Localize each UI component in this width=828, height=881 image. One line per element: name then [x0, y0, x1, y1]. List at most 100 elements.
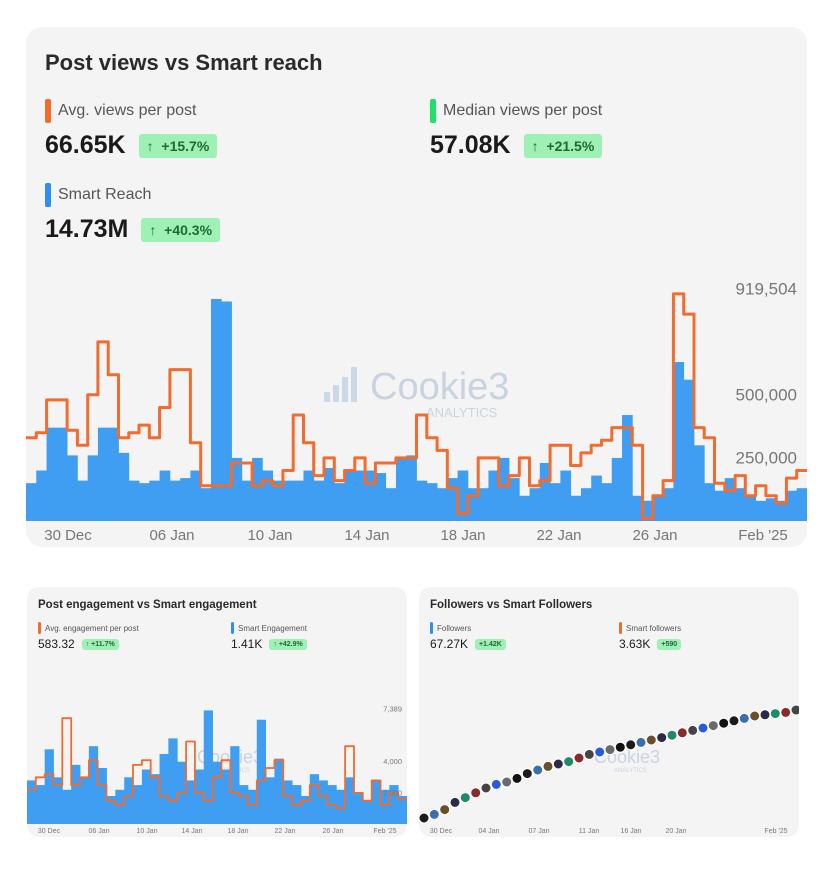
- smart-bar: [345, 777, 355, 824]
- smart-bar: [560, 470, 572, 521]
- x-tick-label: 11 Jan: [579, 828, 600, 835]
- follower-avatar-point: [645, 734, 657, 746]
- smart-bar: [106, 795, 116, 824]
- metric-label: Avg. views per post: [58, 102, 197, 119]
- smart-bar: [303, 470, 315, 521]
- metric-value: 66.65K: [45, 131, 126, 159]
- smart-bar: [673, 362, 685, 521]
- metric-label: Smart Engagement: [238, 623, 307, 633]
- x-tick-label: Feb '25: [373, 828, 396, 835]
- smart-bar: [169, 480, 181, 521]
- x-tick-label: 18 Jan: [440, 527, 485, 544]
- follower-avatar-point: [521, 768, 533, 780]
- follower-avatar-point: [594, 746, 606, 758]
- x-tick-label: 22 Jan: [274, 828, 295, 835]
- smart-bar: [362, 800, 373, 824]
- follower-avatar-point: [470, 787, 482, 799]
- legend-swatch-avg-views: [45, 99, 51, 123]
- x-tick-label: 30 Dec: [38, 828, 61, 835]
- smart-bar: [210, 298, 222, 521]
- follower-avatar-point: [666, 729, 678, 741]
- x-tick-label: Feb '25: [738, 527, 788, 544]
- smart-bar: [457, 470, 469, 521]
- x-tick-label: 06 Jan: [149, 527, 194, 544]
- smart-bar: [124, 777, 134, 824]
- smart-bar: [256, 719, 267, 824]
- engagement-card: Post engagement vs Smart engagement Avg.…: [27, 587, 407, 837]
- smart-bar: [580, 488, 592, 521]
- follower-avatar-point: [449, 796, 461, 808]
- smart-bar: [724, 478, 736, 521]
- y-tick-label: 500,000: [736, 386, 797, 405]
- smart-bar: [35, 785, 46, 824]
- smart-bar: [26, 483, 37, 521]
- smart-bar: [88, 746, 99, 824]
- metric-value: 67.27K: [430, 637, 469, 651]
- metric-avg-engagement: Avg. engagement per post 583.32 ↑ +11.7%: [38, 622, 139, 651]
- follower-avatar-point: [573, 752, 585, 764]
- smart-bar: [62, 789, 72, 824]
- y-tick-label: 250,000: [736, 449, 797, 468]
- metric-value: 1.41K: [231, 637, 263, 651]
- avg-line: [27, 717, 407, 810]
- smart-bar: [336, 789, 346, 824]
- y-tick-label: 4,000: [383, 757, 402, 766]
- smart-bar: [318, 780, 328, 824]
- follower-avatar-point: [563, 756, 575, 768]
- watermark-name: Cookie3: [370, 366, 509, 408]
- smart-bar: [212, 761, 222, 824]
- change-badge: ↑ +11.7%: [81, 638, 119, 650]
- smart-bar: [71, 764, 81, 824]
- smart-bar: [498, 457, 510, 521]
- smart-bar: [272, 480, 284, 521]
- smart-bar: [44, 749, 54, 824]
- smart-bar: [406, 455, 417, 521]
- metric-avg-views: Avg. views per post 66.65K ↑ +15.7%: [45, 99, 218, 160]
- smart-bar: [365, 470, 376, 521]
- smart-bar: [313, 480, 325, 521]
- follower-avatar-point: [749, 710, 761, 722]
- follower-avatar-point: [604, 744, 616, 756]
- followers-card: Followers vs Smart Followers Followers 6…: [419, 587, 799, 837]
- smart-bar: [714, 490, 726, 521]
- arrow-up-icon: ↑: [273, 640, 279, 648]
- follower-avatar-point: [769, 708, 781, 720]
- smart-bar: [293, 480, 304, 521]
- arrow-up-icon: ↑: [85, 640, 92, 648]
- metric-median-views: Median views per post 57.08K ↑ +21.5%: [430, 99, 603, 160]
- smart-bar: [283, 780, 293, 824]
- arrow-up-icon: ↑: [531, 137, 547, 154]
- post-views-card: Post views vs Smart reach Avg. views per…: [26, 27, 807, 547]
- smart-bar: [611, 457, 623, 521]
- follower-avatar-point: [707, 720, 719, 732]
- x-tick-label: 22 Jan: [536, 527, 581, 544]
- followers-chart: Cookie3 ANALYTICS 30 Dec 04 Jan 07 Jan 11 J…: [419, 704, 799, 835]
- metric-value: 3.63K: [619, 637, 651, 651]
- smart-bar: [282, 480, 294, 521]
- smart-bar: [437, 488, 448, 521]
- x-tick-label: 10 Jan: [136, 828, 157, 835]
- x-tick-label: 14 Jan: [181, 828, 202, 835]
- smart-bar: [529, 488, 541, 521]
- smart-bar: [300, 795, 311, 824]
- metric-label: Smart Reach: [58, 186, 152, 203]
- smart-bar: [149, 480, 160, 521]
- change-badge: ↑ +40.3%: [141, 217, 221, 242]
- metric-label: Median views per post: [443, 102, 603, 119]
- smart-bar: [642, 500, 654, 521]
- smart-bar: [87, 455, 99, 521]
- metric-smart-reach: Smart Reach 14.73M ↑ +40.3%: [45, 183, 221, 244]
- arrow-up-icon: ↑: [149, 221, 165, 238]
- smart-bar: [632, 495, 643, 521]
- smart-bar: [735, 488, 746, 521]
- watermark-sub: ANALYTICS: [614, 768, 647, 774]
- metric-label: Smart followers: [626, 623, 682, 633]
- x-tick-label: 04 Jan: [478, 828, 499, 835]
- follower-avatar-point: [552, 758, 564, 770]
- follower-avatar-point: [428, 808, 440, 820]
- smart-bar: [416, 480, 428, 521]
- smart-bar: [231, 457, 243, 521]
- smart-bar: [128, 480, 140, 521]
- legend-swatch-followers: [430, 622, 433, 634]
- follower-avatar-point: [635, 736, 647, 748]
